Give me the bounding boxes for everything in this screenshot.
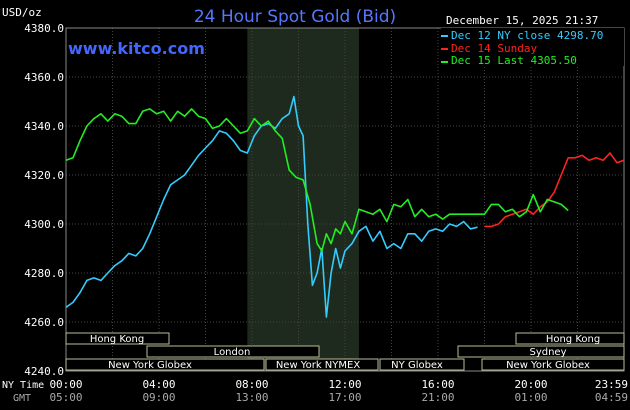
nymex-session-band [247,28,359,371]
session-hongkong-2-label: Hong Kong [546,334,600,345]
gmt-time-tick: 04:59 [595,391,628,404]
plot-border [65,27,625,372]
y-axis-unit-label: USD/oz [2,6,42,19]
legend-box [441,28,624,66]
y-tick-label: 4340.0 [24,120,64,133]
gmt-time-tick: 17:00 [328,391,361,404]
ny-time-tick: 23:59 [595,378,628,391]
session-ny-globex-2 [379,358,465,371]
gmt-time-tick: 01:00 [514,391,547,404]
session-hongkong-1 [65,332,170,345]
datetime-stamp: December 15, 2025 21:37 [446,14,598,27]
session-london [146,345,320,358]
session-ny-globex-2-label: NY Globex [391,360,443,371]
session-ny-globex-1-label: New York Globex [108,360,192,371]
y-tick-label: 4320.0 [24,169,64,182]
session-ny-nymex [265,358,379,371]
y-tick-label: 4260.0 [24,316,64,329]
ny-time-tick: 12:00 [328,378,361,391]
kitco-watermark: www.kitco.com [68,39,205,58]
gmt-time-tick: 21:00 [421,391,454,404]
series-prior-close-line [65,95,478,318]
series-current-line [65,108,569,252]
session-london-label: London [214,347,251,358]
market-sessions: Hong Kong Hong Kong London Sydney New Yo… [65,332,625,371]
ny-time-tick: 08:00 [235,378,268,391]
y-tick-label: 4280.0 [24,267,64,280]
ny-time-label: NY Time [2,380,44,391]
session-ny-globex-3-label: New York Globex [506,360,590,371]
ny-time-tick: 20:00 [514,378,547,391]
session-hongkong-1-label: Hong Kong [90,334,144,345]
series-sunday-line [484,152,625,228]
ny-time-tick: 00:00 [49,378,82,391]
y-tick-label: 4240.0 [24,365,64,378]
ny-time-tick: 04:00 [142,378,175,391]
session-ny-nymex-label: New York NYMEX [276,360,361,371]
legend-sunday: Dec 14 Sunday [451,42,537,55]
y-tick-label: 4360.0 [24,71,64,84]
y-tick-label: 4300.0 [24,218,64,231]
session-hongkong-2 [515,332,625,345]
session-ny-globex-3 [481,358,625,371]
y-tick-label: 4380.0 [24,22,64,35]
gmt-label: GMT [13,393,31,404]
gmt-time-tick: 13:00 [235,391,268,404]
ny-time-tick: 16:00 [421,378,454,391]
session-sydney-label: Sydney [529,347,566,358]
gmt-time-tick: 05:00 [49,391,82,404]
gmt-time-tick: 09:00 [142,391,175,404]
legend: Dec 12 NY close 4298.70 Dec 14 Sunday De… [441,28,624,67]
session-ny-globex-1 [65,358,265,371]
chart-title: 24 Hour Spot Gold (Bid) [194,7,396,27]
legend-current: Dec 15 Last 4305.50 [451,54,577,67]
legend-prior-close: Dec 12 NY close 4298.70 [451,29,603,42]
session-sydney [457,345,625,358]
plot-area: 4240.0 4260.0 4280.0 4300.0 4320.0 4340.0 4360… [24,22,625,378]
